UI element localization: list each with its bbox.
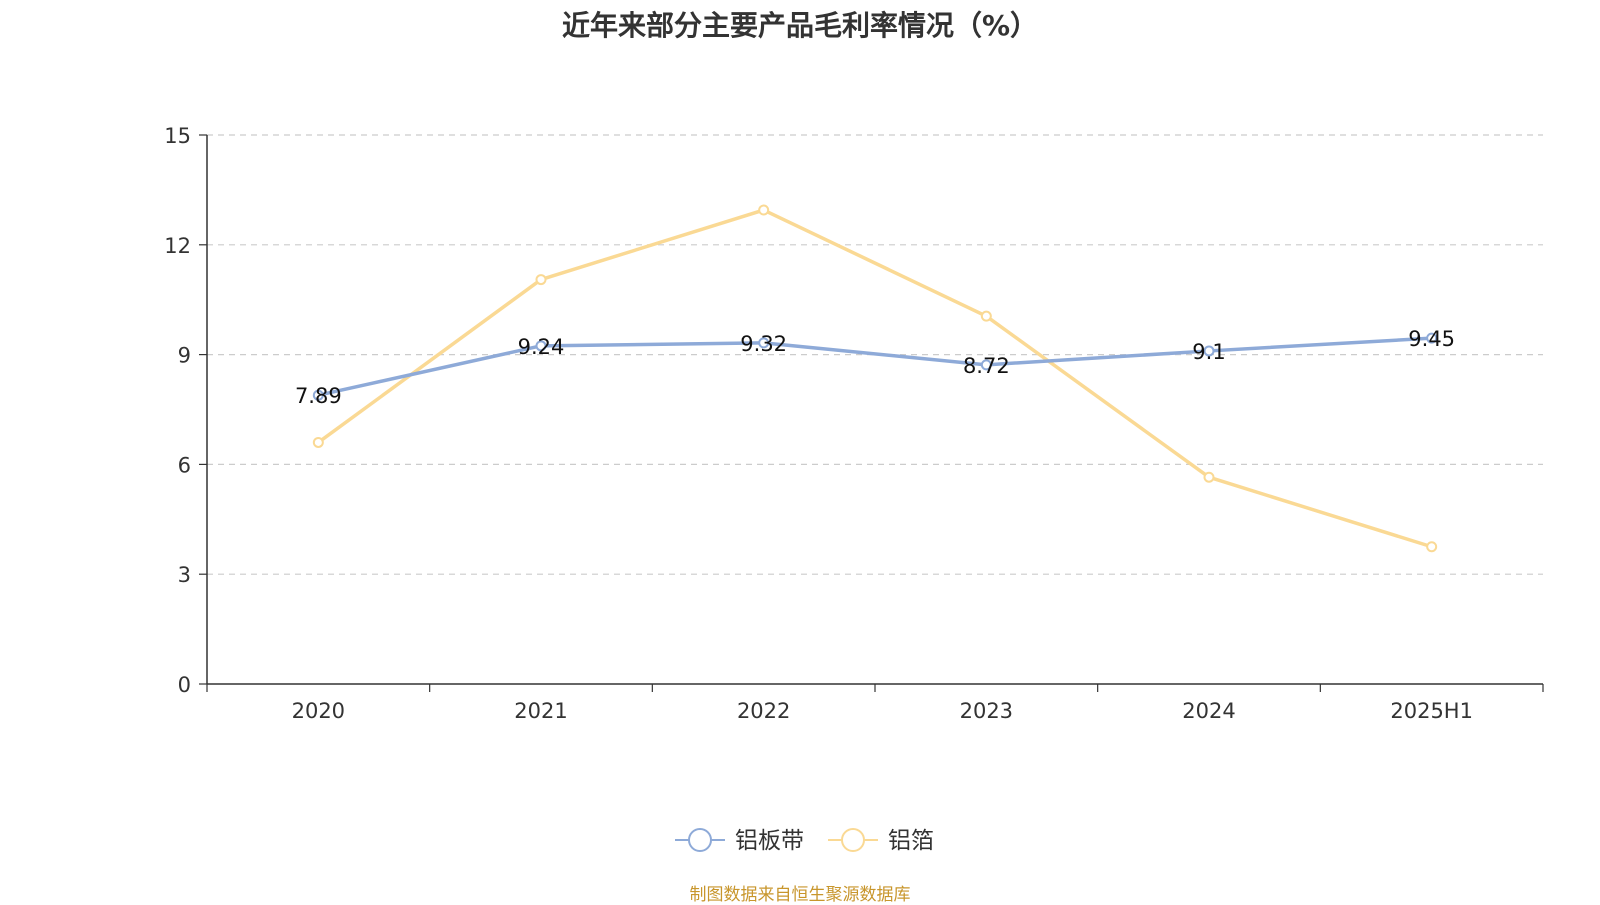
series-line [316, 336, 1434, 397]
x-tick-label: 2021 [514, 699, 567, 723]
legend-swatch-marker [841, 828, 865, 852]
chart-title: 近年来部分主要产品毛利率情况（%） [561, 9, 1039, 42]
legend-label: 铝箔 [888, 828, 934, 854]
source-note: 制图数据来自恒生聚源数据库 [689, 885, 911, 905]
data-label: 9.45 [1408, 327, 1455, 351]
data-label: 9.1 [1192, 340, 1225, 364]
x-tick-label: 2024 [1182, 699, 1235, 723]
data-point[interactable] [312, 389, 324, 401]
series-line [316, 208, 1434, 549]
y-tick-label: 3 [178, 563, 191, 587]
axes: 0 3 6 9 12 15 2020 2021 2022 2023 2024 2025H1 [164, 124, 1544, 723]
y-tick-label: 9 [178, 344, 191, 368]
data-label: 9.24 [518, 335, 565, 359]
legend-label: 铝板带 [735, 828, 804, 854]
legend-item[interactable]: 铝箔 [828, 828, 934, 854]
series-lines [312, 204, 1438, 553]
data-point[interactable] [980, 359, 992, 371]
data-point[interactable] [1426, 541, 1438, 553]
data-point[interactable] [312, 436, 324, 448]
legend-swatch-marker [688, 828, 712, 852]
x-tick-label: 2020 [292, 699, 345, 723]
y-tick-label: 6 [178, 453, 191, 477]
data-label: 7.89 [295, 384, 342, 408]
data-point[interactable] [1426, 332, 1438, 344]
x-tick-label: 2022 [737, 699, 790, 723]
legend[interactable]: 铝板带 铝箔 [675, 828, 934, 854]
data-point[interactable] [980, 310, 992, 322]
grid-lines [207, 134, 1543, 575]
x-tick-label: 2023 [960, 699, 1013, 723]
y-tick-label: 12 [164, 234, 191, 258]
data-label: 9.32 [740, 332, 787, 356]
data-point[interactable] [1203, 345, 1215, 357]
data-labels: 7.89 9.24 9.32 8.72 9.1 9.45 [295, 327, 1455, 408]
x-tick-label: 2025H1 [1390, 699, 1473, 723]
data-label: 8.72 [963, 354, 1010, 378]
legend-item[interactable]: 铝板带 [675, 828, 804, 854]
data-point[interactable] [535, 274, 547, 286]
y-tick-label: 0 [178, 673, 191, 697]
data-point[interactable] [535, 340, 547, 352]
y-tick-label: 15 [164, 124, 191, 148]
data-point[interactable] [1203, 471, 1215, 483]
data-point[interactable] [758, 337, 770, 349]
data-point[interactable] [758, 204, 770, 216]
